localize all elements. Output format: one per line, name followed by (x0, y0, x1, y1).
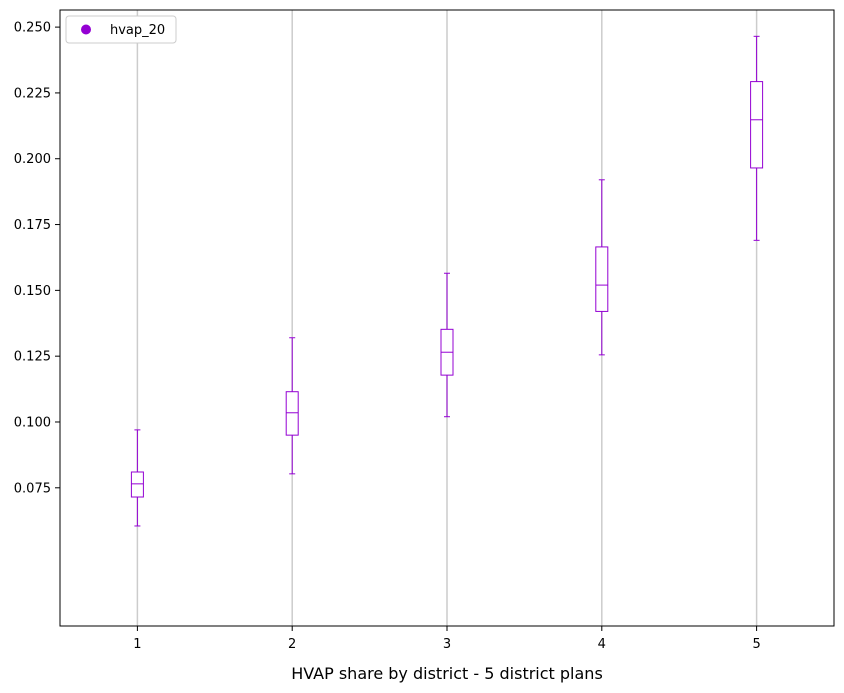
box-1 (130, 429, 144, 527)
y-tick-label-0.125: 0.125 (14, 350, 51, 365)
iqr-box (130, 471, 144, 498)
legend: hvap_20 (65, 15, 177, 44)
y-tick-label-0.175: 0.175 (14, 218, 51, 233)
box-3 (440, 272, 454, 418)
x-tick-label-2: 2 (288, 637, 296, 652)
iqr-box (595, 246, 609, 312)
y-tick-label-0.075: 0.075 (14, 481, 51, 496)
iqr-box (285, 391, 299, 436)
box-2 (285, 337, 299, 475)
legend-label-hvap-20: hvap_20 (110, 23, 165, 38)
y-tick-label-0.225: 0.225 (14, 86, 51, 101)
box-5 (750, 35, 764, 241)
iqr-box (750, 81, 764, 169)
y-tick-label-0.200: 0.200 (14, 152, 51, 167)
x-tick-label-5: 5 (752, 637, 760, 652)
axis-layer: 1 2 3 4 5 0.075 0.100 0.125 0.150 0.175 0.200 0.225… (14, 21, 761, 652)
y-tick-label-0.250: 0.250 (14, 21, 51, 36)
legend-box (65, 15, 177, 44)
y-tick-label-0.150: 0.150 (14, 284, 51, 299)
x-tick-label-3: 3 (443, 637, 451, 652)
legend-marker-hvap-20 (81, 24, 91, 35)
x-tick-label-1: 1 (133, 637, 141, 652)
box-layer (130, 35, 764, 527)
x-tick-label-4: 4 (598, 637, 606, 652)
box-4 (595, 179, 609, 356)
x-axis-title: HVAP share by district - 5 district plan… (291, 664, 603, 683)
y-tick-label-0.100: 0.100 (14, 415, 51, 430)
